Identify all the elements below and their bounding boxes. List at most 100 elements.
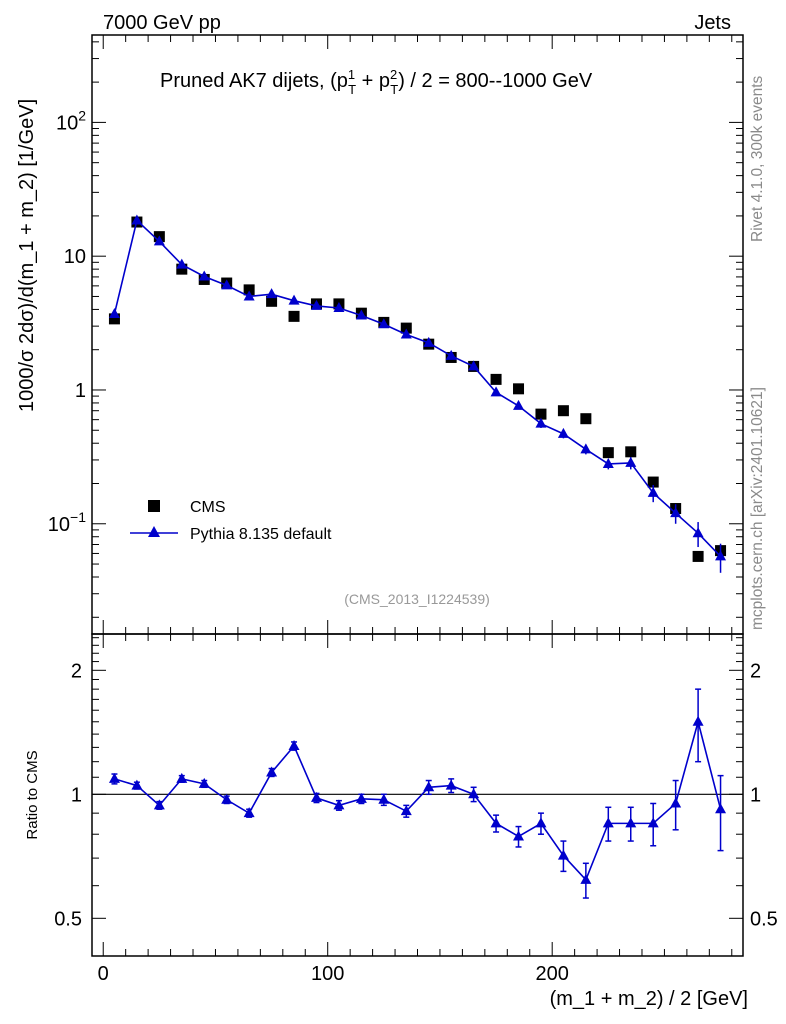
pythia-data-point <box>198 270 210 281</box>
pythia-line <box>113 218 722 557</box>
pythia-data-point <box>355 309 367 320</box>
ratio-data-point <box>535 817 547 828</box>
pythia-data-point <box>176 258 188 269</box>
cms-data-point <box>647 476 659 488</box>
cms-data-point <box>266 295 278 307</box>
cms-data-point <box>400 322 412 334</box>
pythia-data-point <box>288 294 300 305</box>
pythia-data-point <box>580 443 592 454</box>
pythia-data-point <box>221 279 233 290</box>
cms-data-point <box>490 373 502 385</box>
pythia-data-point <box>131 214 143 225</box>
ratio-data-point <box>288 739 300 750</box>
pythia-data-point <box>423 336 435 347</box>
pythia-data-point <box>490 386 502 397</box>
ratio-y-axis-label: Ratio to CMS <box>24 750 41 839</box>
pythia-data-point <box>647 486 659 497</box>
pythia-data-point <box>266 288 278 299</box>
ratio-data-point <box>400 805 412 816</box>
pythia-data-point <box>692 527 704 538</box>
cms-data-point <box>602 447 614 459</box>
cms-data-point <box>176 263 188 275</box>
pythia-data-point <box>445 349 457 360</box>
title-sup-1: 1 <box>348 67 355 82</box>
x-tick-label: 100 <box>311 963 344 985</box>
cms-data-point <box>108 313 120 325</box>
ratio-panel: 0 100 200 2 2 1 1 0.5 0.5 <box>54 634 778 985</box>
pythia-data-point <box>535 417 547 428</box>
cms-data-point <box>243 284 255 296</box>
title-sub-1: T <box>348 82 356 97</box>
ratio-data-point <box>715 803 727 814</box>
cms-data-point <box>535 408 547 420</box>
pythia-data-point <box>333 301 345 312</box>
ratio-data-point <box>445 779 457 790</box>
category-label: Jets <box>694 12 731 34</box>
pythia-data-point <box>468 360 480 371</box>
legend-pythia-marker <box>148 526 160 537</box>
cms-data-point <box>513 383 525 395</box>
title-part-2: + p <box>356 70 390 92</box>
title-sup-2: 2 <box>390 67 397 82</box>
title-part-1: Pruned AK7 dijets, (p <box>160 70 348 92</box>
pythia-data-point <box>310 299 322 310</box>
ratio-data-point <box>513 830 525 841</box>
ratio-data-point <box>243 807 255 818</box>
ratio-data-point <box>131 779 143 790</box>
main-plot-frame <box>91 34 744 635</box>
cms-data-point <box>557 405 569 417</box>
ratio-data-point <box>355 792 367 803</box>
main-panel: 102 10 1 10−1 <box>48 35 743 634</box>
ratio-plot-frame <box>91 633 744 957</box>
title-part-3: ) / 2 = 800--1000 GeV <box>398 70 593 92</box>
ratio-data-point <box>468 788 480 799</box>
ratio-data-point <box>310 791 322 802</box>
x-tick-label: 200 <box>536 963 569 985</box>
ratio-data-point <box>266 766 278 777</box>
ratio-data-point <box>602 817 614 828</box>
y-tick-label: 2 <box>71 660 82 682</box>
ratio-data-point <box>647 817 659 828</box>
ratio-data-point <box>625 817 637 828</box>
pythia-data-point <box>670 507 682 518</box>
ratio-data-point <box>153 799 165 810</box>
title-sub-2: T <box>390 82 398 97</box>
ratio-data-point <box>108 772 120 783</box>
pythia-data-point <box>378 318 390 329</box>
cms-data-point <box>625 446 637 458</box>
ratio-data-point <box>557 849 569 860</box>
main-y-axis-label: 1000/σ 2dσ)/d(m_1 + m_2) [1/GeV] <box>16 99 38 412</box>
ratio-data-point <box>176 772 188 783</box>
ratio-data-point <box>221 793 233 804</box>
ratio-data-point <box>670 797 682 808</box>
ratio-data-point <box>378 793 390 804</box>
pythia-data-point <box>243 290 255 301</box>
pythia-data-point <box>602 457 614 468</box>
energy-label: 7000 GeV pp <box>103 12 221 34</box>
analysis-tag: (CMS_2013_I1224539) <box>344 591 490 607</box>
ratio-data-point <box>423 781 435 792</box>
plot-title: Pruned AK7 dijets, (p1 T + p2 T) / 2 = 800… <box>160 67 593 97</box>
legend-cms-label: CMS <box>190 499 226 516</box>
source-label: mcplots.cern.ch [arXiv:2401.10621] <box>749 387 766 630</box>
rivet-version-label: Rivet 4.1.0, 300k events <box>749 75 766 242</box>
cms-data-point <box>580 413 592 425</box>
legend-cms-marker <box>148 500 160 512</box>
y-tick-label: 10 <box>64 246 86 268</box>
cms-data-point <box>692 550 704 562</box>
y-tick-label: 1 <box>75 380 86 402</box>
ratio-data-point <box>692 715 704 726</box>
pythia-data-point <box>625 456 637 467</box>
ratio-data-point <box>580 873 592 884</box>
pythia-data-point <box>108 307 120 318</box>
y-tick-label-right: 0.5 <box>750 908 778 930</box>
pythia-data-point <box>513 399 525 410</box>
y-tick-label: 0.5 <box>54 908 82 930</box>
legend-pythia-label: Pythia 8.135 default <box>190 526 332 543</box>
y-tick-label-right: 1 <box>750 784 761 806</box>
pythia-data-point <box>557 427 569 438</box>
cms-data-point <box>288 310 300 322</box>
ratio-line <box>114 718 722 882</box>
ratio-data-point <box>490 817 502 828</box>
pythia-data-point <box>153 235 165 246</box>
